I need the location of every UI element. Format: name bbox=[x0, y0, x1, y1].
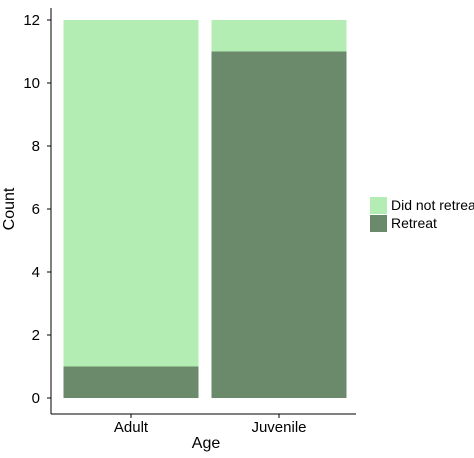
y-tick-label: 12 bbox=[23, 12, 40, 29]
legend-label: Retreat bbox=[391, 215, 437, 231]
bar-adult-did-not-retreat bbox=[63, 20, 199, 367]
y-tick-label: 10 bbox=[23, 75, 40, 92]
legend-key bbox=[370, 197, 387, 214]
y-tick-label: 2 bbox=[32, 327, 40, 344]
legend-key bbox=[370, 215, 387, 232]
y-tick-label: 6 bbox=[32, 201, 40, 218]
bar-adult-retreat bbox=[63, 366, 199, 398]
y-tick-label: 0 bbox=[32, 390, 40, 407]
x-ticks: Adult Juvenile bbox=[114, 414, 307, 436]
bars-layer bbox=[63, 20, 347, 398]
y-tick-label: 4 bbox=[32, 264, 40, 281]
axes-layer bbox=[50, 8, 356, 415]
y-ticks: 0 2 4 6 8 10 12 bbox=[23, 12, 51, 407]
x-tick-label: Juvenile bbox=[251, 419, 306, 436]
legend-label: Did not retreat bbox=[391, 197, 474, 213]
bar-juvenile-did-not-retreat bbox=[211, 20, 347, 52]
y-axis-title: Count bbox=[1, 187, 18, 230]
legend: Did not retreat Retreat bbox=[370, 197, 474, 232]
x-tick-label: Adult bbox=[114, 419, 149, 436]
bar-juvenile-retreat bbox=[211, 51, 347, 398]
y-tick-label: 8 bbox=[32, 138, 40, 155]
x-axis-title: Age bbox=[192, 435, 221, 452]
